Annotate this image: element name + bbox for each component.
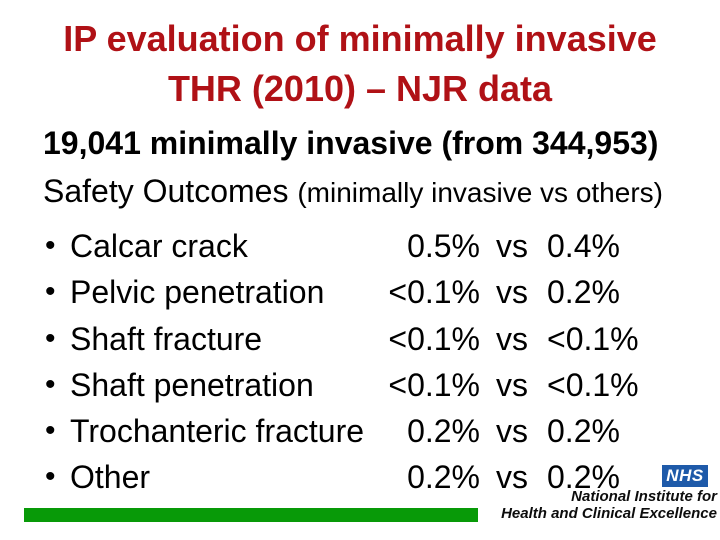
outcome-list: • Calcar crack 0.5% vs 0.4% • Pelvic pen… <box>0 223 720 501</box>
bullet-icon: • <box>45 460 56 494</box>
safety-outcomes-label: Safety Outcomes <box>43 172 298 209</box>
outcome-value-others: <0.1% <box>547 366 639 403</box>
vs-label: vs <box>496 366 528 403</box>
outcome-value-mi: <0.1% <box>388 366 480 403</box>
outcome-value-others: 0.2% <box>547 413 620 450</box>
intro-block: 19,041 minimally invasive (from 344,953)… <box>43 120 700 216</box>
vs-label: vs <box>496 228 528 264</box>
bullet-icon: • <box>45 414 56 448</box>
outcome-value-mi: <0.1% <box>388 320 480 357</box>
slide-title-line1: IP evaluation of minimally invasive <box>63 18 657 59</box>
footer-green-bar <box>24 508 478 522</box>
outcome-row-calcar-crack: • Calcar crack 0.5% vs 0.4% <box>0 223 720 269</box>
vs-label: vs <box>496 459 528 496</box>
outcome-label: Shaft fracture <box>70 320 263 357</box>
safety-outcomes-line: Safety Outcomes (minimally invasive vs o… <box>43 168 700 217</box>
nice-org-line1: National Institute for <box>571 488 717 505</box>
vs-label: vs <box>496 320 528 357</box>
bullet-icon: • <box>45 321 56 355</box>
nice-organisation-name: National Institute for Health and Clinic… <box>501 488 717 522</box>
stats-line: 19,041 minimally invasive (from 344,953) <box>43 125 659 161</box>
vs-label: vs <box>496 413 528 450</box>
outcome-label: Pelvic penetration <box>70 274 325 311</box>
outcome-row-pelvic-penetration: • Pelvic penetration <0.1% vs 0.2% <box>0 269 720 315</box>
vs-label: vs <box>496 274 528 311</box>
outcome-row-shaft-fracture: • Shaft fracture <0.1% vs <0.1% <box>0 316 720 362</box>
outcome-value-others: 0.2% <box>547 274 620 311</box>
nice-org-line2: Health and Clinical Excellence <box>501 504 717 522</box>
bullet-icon: • <box>45 229 56 262</box>
outcome-value-others: <0.1% <box>547 320 639 357</box>
bullet-icon: • <box>45 367 56 401</box>
outcome-value-others: 0.4% <box>547 228 620 264</box>
slide-title: IP evaluation of minimally invasive THR … <box>0 14 720 114</box>
outcome-label: Trochanteric fracture <box>70 413 365 450</box>
outcome-label: Calcar crack <box>70 228 248 264</box>
outcome-value-mi: 0.5% <box>407 228 480 264</box>
outcome-row-trochanteric-fracture: • Trochanteric fracture 0.2% vs 0.2% <box>0 408 720 454</box>
outcome-value-others: 0.2% <box>547 459 620 496</box>
outcome-value-mi: 0.2% <box>407 413 480 450</box>
slide-title-line2: THR (2010) – NJR data <box>167 68 553 109</box>
outcome-label: Shaft penetration <box>70 366 314 403</box>
outcome-label: Other <box>70 459 151 496</box>
nhs-logo: NHS <box>662 465 708 487</box>
outcome-row-shaft-penetration: • Shaft penetration <0.1% vs <0.1% <box>0 362 720 408</box>
bullet-icon: • <box>45 275 56 309</box>
outcome-row-other: • Other 0.2% vs 0.2% <box>0 454 720 500</box>
safety-outcomes-parenthetical: (minimally invasive vs others) <box>297 176 663 208</box>
outcome-value-mi: 0.2% <box>407 459 480 496</box>
outcome-value-mi: <0.1% <box>388 274 480 311</box>
